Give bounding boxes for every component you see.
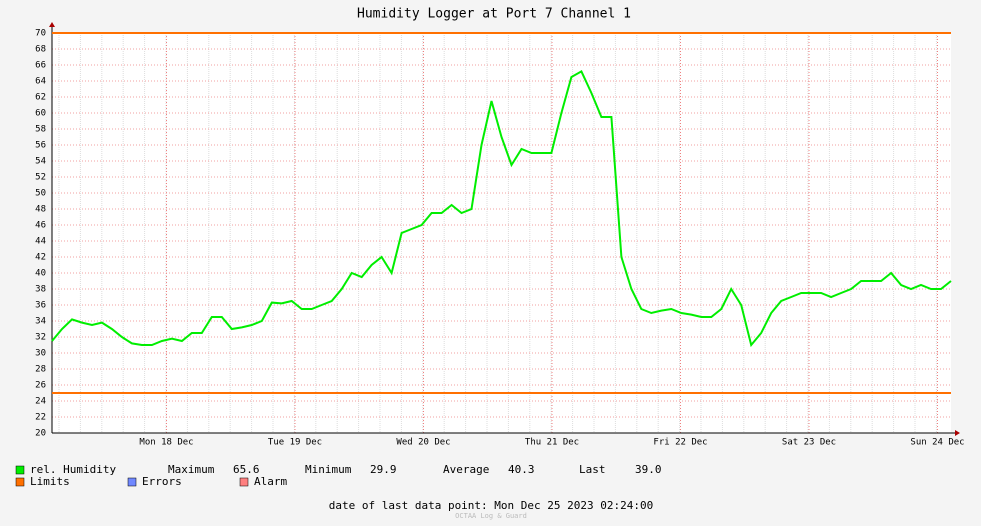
y-tick-label: 40	[35, 269, 46, 279]
y-tick-label: 62	[35, 93, 46, 103]
data-line	[51, 69, 952, 348]
axis-arrow	[955, 430, 960, 436]
y-tick-label: 66	[35, 61, 46, 71]
y-tick-label: 60	[35, 109, 46, 119]
stat-value: 29.9	[370, 463, 397, 476]
y-tick-label: 70	[35, 29, 46, 39]
legend-label: rel. Humidity	[30, 463, 116, 476]
stat-value: 40.3	[508, 463, 535, 476]
y-tick-label: 54	[35, 157, 46, 167]
y-tick-label: 36	[35, 301, 46, 311]
y-tick-label: 38	[35, 285, 46, 295]
y-tick-label: 34	[35, 317, 46, 327]
y-tick-label: 58	[35, 125, 46, 135]
legend-swatch	[127, 477, 137, 487]
axis-arrow	[49, 22, 55, 27]
watermark: OCTAA Log & Guard	[455, 512, 527, 520]
y-tick-label: 24	[35, 397, 46, 407]
x-tick-label: Sat 23 Dec	[782, 438, 836, 448]
y-tick-label: 64	[35, 77, 46, 87]
x-tick-label: Tue 19 Dec	[268, 438, 322, 448]
x-tick-label: Mon 18 Dec	[139, 438, 193, 448]
legend-label: Alarm	[254, 475, 287, 488]
y-tick-label: 28	[35, 365, 46, 375]
y-tick-label: 30	[35, 349, 46, 359]
legend-swatch	[239, 477, 249, 487]
stat-name: Maximum	[168, 463, 215, 476]
y-tick-label: 42	[35, 253, 46, 263]
y-tick-label: 22	[35, 413, 46, 423]
y-tick-label: 68	[35, 45, 46, 55]
stat-value: 39.0	[635, 463, 662, 476]
x-tick-label: Thu 21 Dec	[525, 438, 579, 448]
y-tick-label: 26	[35, 381, 46, 391]
stat-name: Average	[443, 463, 489, 476]
stat-name: Last	[579, 463, 606, 476]
stat-value: 65.6	[233, 463, 260, 476]
y-tick-label: 44	[35, 237, 46, 247]
plot-area	[52, 33, 951, 433]
legend-label: Limits	[30, 475, 70, 488]
x-tick-label: Fri 22 Dec	[653, 438, 707, 448]
x-tick-label: Sun 24 Dec	[910, 438, 964, 448]
x-tick-label: Wed 20 Dec	[396, 438, 450, 448]
footer: date of last data point: Mon Dec 25 2023…	[329, 499, 654, 512]
chart-title: Humidity Logger at Port 7 Channel 1	[357, 7, 631, 22]
y-tick-label: 56	[35, 141, 46, 151]
y-tick-label: 50	[35, 189, 46, 199]
legend-swatch	[15, 477, 25, 487]
legend-swatch	[15, 465, 25, 475]
y-tick-label: 48	[35, 205, 46, 215]
stat-name: Minimum	[305, 463, 352, 476]
legend-label: Errors	[142, 475, 182, 488]
y-tick-label: 46	[35, 221, 46, 231]
y-tick-label: 20	[35, 429, 46, 439]
y-tick-label: 52	[35, 173, 46, 183]
y-tick-label: 32	[35, 333, 46, 343]
